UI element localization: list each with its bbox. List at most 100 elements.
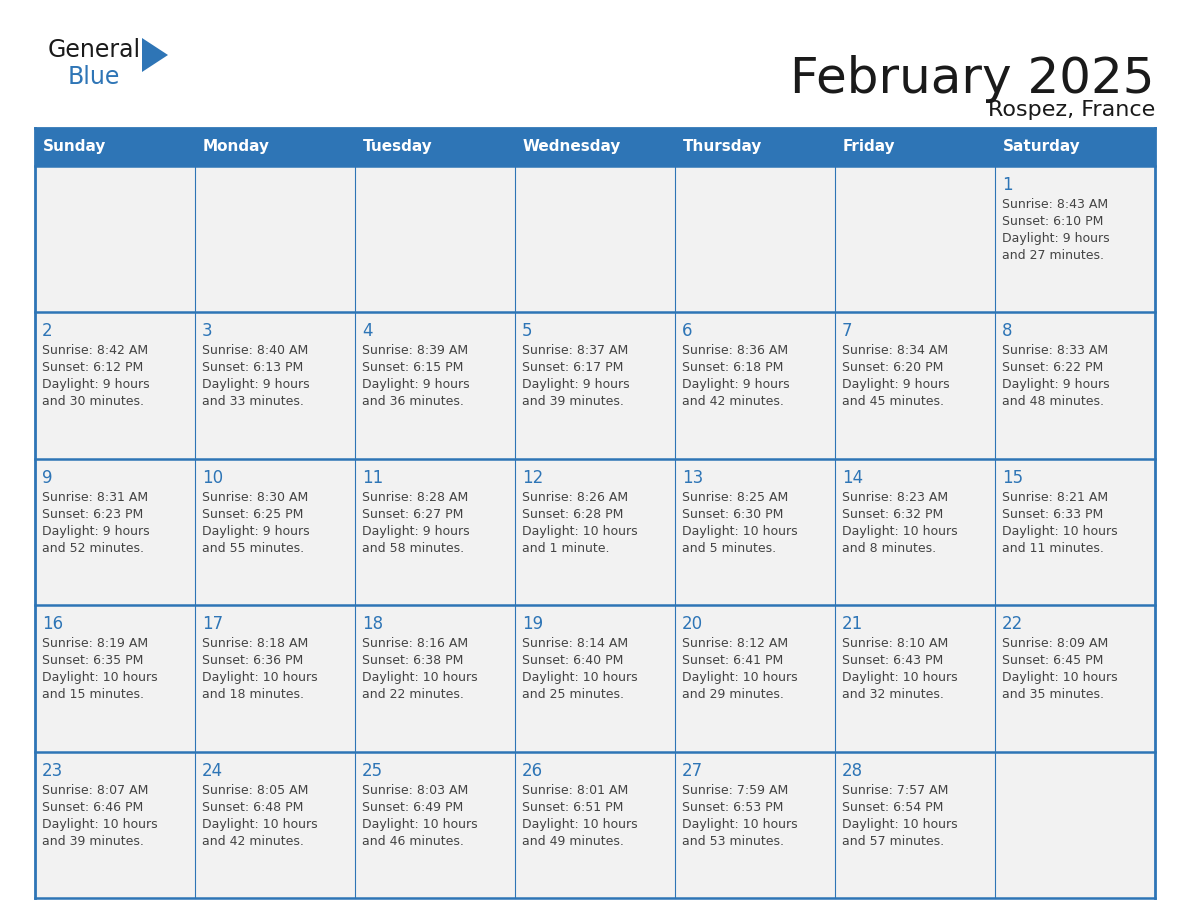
Text: Daylight: 9 hours: Daylight: 9 hours — [42, 525, 150, 538]
Bar — [675, 459, 835, 605]
Text: Sunset: 6:10 PM: Sunset: 6:10 PM — [1001, 215, 1104, 228]
Text: and 32 minutes.: and 32 minutes. — [842, 688, 944, 701]
Text: Sunset: 6:41 PM: Sunset: 6:41 PM — [682, 655, 783, 667]
Text: Daylight: 9 hours: Daylight: 9 hours — [202, 378, 310, 391]
Bar — [34, 459, 195, 605]
Text: Daylight: 9 hours: Daylight: 9 hours — [362, 378, 469, 391]
Text: Sunset: 6:49 PM: Sunset: 6:49 PM — [362, 800, 463, 813]
Bar — [516, 752, 675, 898]
Text: February 2025: February 2025 — [790, 55, 1155, 103]
Text: Daylight: 10 hours: Daylight: 10 hours — [522, 525, 638, 538]
Text: and 33 minutes.: and 33 minutes. — [202, 396, 304, 409]
Bar — [195, 312, 355, 459]
Text: Sunrise: 8:30 AM: Sunrise: 8:30 AM — [202, 491, 308, 504]
Text: Daylight: 9 hours: Daylight: 9 hours — [682, 378, 790, 391]
Text: Sunrise: 8:07 AM: Sunrise: 8:07 AM — [42, 784, 148, 797]
Text: 19: 19 — [522, 615, 543, 633]
Text: and 42 minutes.: and 42 minutes. — [682, 396, 784, 409]
Text: 7: 7 — [842, 322, 853, 341]
Bar — [996, 752, 1155, 898]
Text: and 18 minutes.: and 18 minutes. — [202, 688, 304, 701]
Text: and 39 minutes.: and 39 minutes. — [42, 834, 144, 847]
Text: and 5 minutes.: and 5 minutes. — [682, 542, 776, 554]
Text: Sunset: 6:45 PM: Sunset: 6:45 PM — [1001, 655, 1104, 667]
Text: Sunrise: 8:43 AM: Sunrise: 8:43 AM — [1001, 198, 1108, 211]
Text: 24: 24 — [202, 762, 223, 779]
Text: General: General — [48, 38, 141, 62]
Bar — [355, 459, 516, 605]
Text: Sunset: 6:18 PM: Sunset: 6:18 PM — [682, 362, 783, 375]
Text: Sunrise: 8:31 AM: Sunrise: 8:31 AM — [42, 491, 148, 504]
Text: 26: 26 — [522, 762, 543, 779]
Text: Sunset: 6:23 PM: Sunset: 6:23 PM — [42, 508, 144, 521]
Text: and 1 minute.: and 1 minute. — [522, 542, 609, 554]
Text: Sunrise: 8:40 AM: Sunrise: 8:40 AM — [202, 344, 308, 357]
Text: Daylight: 10 hours: Daylight: 10 hours — [842, 671, 958, 684]
Bar — [34, 166, 195, 312]
Text: and 36 minutes.: and 36 minutes. — [362, 396, 463, 409]
Text: Sunrise: 8:26 AM: Sunrise: 8:26 AM — [522, 491, 628, 504]
Text: 3: 3 — [202, 322, 213, 341]
Bar — [195, 166, 355, 312]
Text: Sunset: 6:40 PM: Sunset: 6:40 PM — [522, 655, 624, 667]
Text: Daylight: 10 hours: Daylight: 10 hours — [522, 818, 638, 831]
Text: Sunrise: 8:23 AM: Sunrise: 8:23 AM — [842, 491, 948, 504]
Bar — [996, 166, 1155, 312]
Bar — [34, 752, 195, 898]
Text: and 49 minutes.: and 49 minutes. — [522, 834, 624, 847]
Bar — [355, 166, 516, 312]
Text: Daylight: 10 hours: Daylight: 10 hours — [202, 671, 317, 684]
Bar — [355, 605, 516, 752]
Text: Sunrise: 8:18 AM: Sunrise: 8:18 AM — [202, 637, 308, 650]
Text: Monday: Monday — [203, 140, 270, 154]
Bar — [195, 752, 355, 898]
Text: Sunrise: 8:12 AM: Sunrise: 8:12 AM — [682, 637, 788, 650]
Text: and 57 minutes.: and 57 minutes. — [842, 834, 944, 847]
Text: 9: 9 — [42, 469, 52, 487]
Bar — [516, 459, 675, 605]
Text: Sunrise: 8:10 AM: Sunrise: 8:10 AM — [842, 637, 948, 650]
Text: Sunset: 6:32 PM: Sunset: 6:32 PM — [842, 508, 943, 521]
Text: Sunset: 6:27 PM: Sunset: 6:27 PM — [362, 508, 463, 521]
Text: and 8 minutes.: and 8 minutes. — [842, 542, 936, 554]
Text: Sunset: 6:43 PM: Sunset: 6:43 PM — [842, 655, 943, 667]
Text: and 22 minutes.: and 22 minutes. — [362, 688, 463, 701]
Text: Sunset: 6:25 PM: Sunset: 6:25 PM — [202, 508, 303, 521]
Bar — [675, 752, 835, 898]
Text: Sunrise: 8:03 AM: Sunrise: 8:03 AM — [362, 784, 468, 797]
Text: 15: 15 — [1001, 469, 1023, 487]
Text: Sunrise: 8:36 AM: Sunrise: 8:36 AM — [682, 344, 788, 357]
Text: Sunset: 6:48 PM: Sunset: 6:48 PM — [202, 800, 303, 813]
Text: and 45 minutes.: and 45 minutes. — [842, 396, 944, 409]
Text: Saturday: Saturday — [1003, 140, 1081, 154]
Text: Daylight: 10 hours: Daylight: 10 hours — [842, 525, 958, 538]
Text: 14: 14 — [842, 469, 864, 487]
Text: and 42 minutes.: and 42 minutes. — [202, 834, 304, 847]
Bar — [34, 312, 195, 459]
Text: 21: 21 — [842, 615, 864, 633]
Text: Sunset: 6:46 PM: Sunset: 6:46 PM — [42, 800, 144, 813]
Text: Sunset: 6:54 PM: Sunset: 6:54 PM — [842, 800, 943, 813]
Text: Sunrise: 7:57 AM: Sunrise: 7:57 AM — [842, 784, 948, 797]
Text: and 58 minutes.: and 58 minutes. — [362, 542, 465, 554]
Bar — [675, 605, 835, 752]
Text: Sunset: 6:15 PM: Sunset: 6:15 PM — [362, 362, 463, 375]
Text: Daylight: 10 hours: Daylight: 10 hours — [842, 818, 958, 831]
Text: Sunset: 6:22 PM: Sunset: 6:22 PM — [1001, 362, 1104, 375]
Text: Sunset: 6:51 PM: Sunset: 6:51 PM — [522, 800, 624, 813]
Text: Sunset: 6:35 PM: Sunset: 6:35 PM — [42, 655, 144, 667]
Text: Sunrise: 8:39 AM: Sunrise: 8:39 AM — [362, 344, 468, 357]
Text: Daylight: 10 hours: Daylight: 10 hours — [522, 671, 638, 684]
Text: Daylight: 10 hours: Daylight: 10 hours — [362, 818, 478, 831]
Text: Sunrise: 8:14 AM: Sunrise: 8:14 AM — [522, 637, 628, 650]
Text: 5: 5 — [522, 322, 532, 341]
Text: Sunrise: 8:01 AM: Sunrise: 8:01 AM — [522, 784, 628, 797]
Text: Tuesday: Tuesday — [364, 140, 432, 154]
Text: and 30 minutes.: and 30 minutes. — [42, 396, 144, 409]
Text: 4: 4 — [362, 322, 373, 341]
Text: Daylight: 9 hours: Daylight: 9 hours — [202, 525, 310, 538]
Text: and 15 minutes.: and 15 minutes. — [42, 688, 144, 701]
Text: Wednesday: Wednesday — [523, 140, 621, 154]
Text: Daylight: 9 hours: Daylight: 9 hours — [1001, 378, 1110, 391]
Text: Daylight: 9 hours: Daylight: 9 hours — [362, 525, 469, 538]
